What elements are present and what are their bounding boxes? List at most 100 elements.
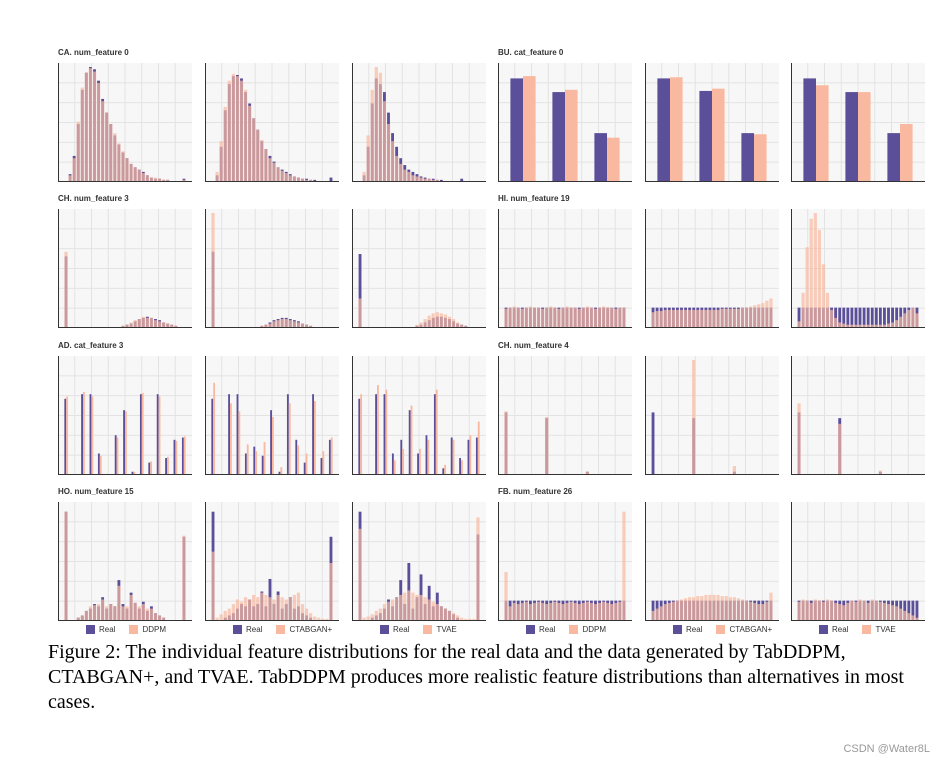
synthetic-bar (141, 316, 145, 327)
real-bar (228, 394, 230, 474)
synthetic-bar (239, 80, 244, 181)
synthetic-bar (577, 604, 581, 620)
histogram-panel (205, 209, 339, 328)
synthetic-bar (182, 179, 186, 181)
synthetic-bar (390, 599, 395, 620)
synthetic-bar (300, 604, 305, 620)
synthetic-bar (280, 597, 284, 620)
synthetic-bar (565, 602, 569, 620)
synthetic-bar (366, 616, 370, 620)
synthetic-bar (585, 306, 589, 327)
real-bar (866, 307, 870, 327)
synthetic-bar (528, 604, 533, 620)
synthetic-bar (268, 158, 272, 181)
real-bar (236, 394, 239, 474)
synthetic-bar (900, 124, 913, 181)
synthetic-bar (688, 309, 692, 327)
synthetic-bar (116, 437, 119, 474)
synthetic-bar (464, 325, 468, 327)
synthetic-bar (439, 313, 443, 327)
synthetic-bar (141, 393, 144, 474)
synthetic-bar (862, 324, 866, 327)
real-bar (459, 458, 461, 474)
real-bar (417, 453, 419, 474)
synthetic-bar (712, 594, 716, 620)
synthetic-bar (415, 324, 419, 327)
real-bar (887, 133, 900, 181)
synthetic-bar (874, 324, 878, 327)
synthetic-bar (870, 324, 874, 327)
synthetic-bar (423, 597, 427, 620)
synthetic-bar (663, 309, 667, 327)
legend: Real CTABGAN+ (233, 625, 332, 634)
synthetic-bar (276, 167, 280, 181)
real-bar (278, 471, 281, 474)
synthetic-bar (362, 171, 366, 181)
synthetic-bar (663, 604, 667, 620)
synthetic-bar (882, 602, 887, 620)
synthetic-bar (88, 606, 93, 620)
synthetic-bar (276, 320, 280, 327)
synthetic-bar (403, 169, 407, 181)
synthetic-bar (272, 162, 276, 181)
synthetic-bar (683, 309, 688, 327)
synthetic-bar (393, 460, 396, 474)
synthetic-bar (390, 141, 395, 181)
synthetic-bar (757, 604, 761, 620)
real-bar (358, 254, 362, 327)
synthetic-bar (309, 325, 313, 327)
synthetic-bar (444, 464, 447, 474)
synthetic-bar (268, 597, 272, 620)
synthetic-bar (170, 324, 174, 327)
real-bar (253, 446, 256, 474)
synthetic-bar (614, 308, 618, 327)
synthetic-bar (850, 600, 854, 620)
real-bar (303, 462, 306, 474)
real-bar (862, 307, 866, 327)
histogram-panel (498, 63, 632, 182)
synthetic-bar (805, 600, 809, 620)
synthetic-bar (825, 599, 830, 620)
synthetic-bar (243, 597, 248, 620)
synthetic-bar (765, 601, 769, 620)
synthetic-bar (149, 317, 154, 327)
synthetic-bar (622, 307, 626, 327)
synthetic-bar (508, 307, 512, 327)
synthetic-bar (858, 324, 862, 327)
real-bar (858, 307, 862, 327)
synthetic-bar (744, 600, 749, 620)
synthetic-bar (435, 179, 439, 181)
legend-label-real: Real (99, 625, 116, 634)
panel-title: AD. cat_feature 3 (58, 341, 124, 350)
real-bar (883, 307, 886, 327)
synthetic-bar (288, 320, 292, 327)
synthetic-bar (402, 448, 405, 474)
synthetic-bar (456, 615, 460, 620)
synthetic-bar (113, 606, 117, 620)
synthetic-bar (696, 596, 700, 620)
real-bar (850, 307, 854, 327)
synthetic-bar (358, 298, 362, 327)
real-bar (460, 178, 464, 181)
synthetic-bar (153, 613, 158, 620)
histogram-panel (645, 356, 779, 475)
panel-title: FB. num_feature 26 (498, 487, 573, 496)
synthetic-bar (870, 599, 874, 620)
synthetic-bar (655, 311, 659, 327)
synthetic-bar (688, 597, 692, 620)
synthetic-bar (886, 604, 891, 620)
synthetic-bar (407, 171, 411, 181)
synthetic-bar (754, 134, 767, 181)
synthetic-bar (243, 89, 248, 181)
legend-label-synthetic: DDPM (142, 625, 167, 634)
synthetic-bar (304, 324, 309, 327)
synthetic-bar (504, 308, 508, 327)
synthetic-bar (280, 319, 284, 327)
synthetic-bar (671, 309, 675, 327)
synthetic-bar (255, 451, 258, 474)
synthetic-bar (223, 610, 227, 620)
synthetic-bar (399, 163, 403, 181)
synthetic-bar (816, 85, 829, 181)
synthetic-bar (581, 307, 585, 327)
synthetic-bar (561, 307, 565, 327)
